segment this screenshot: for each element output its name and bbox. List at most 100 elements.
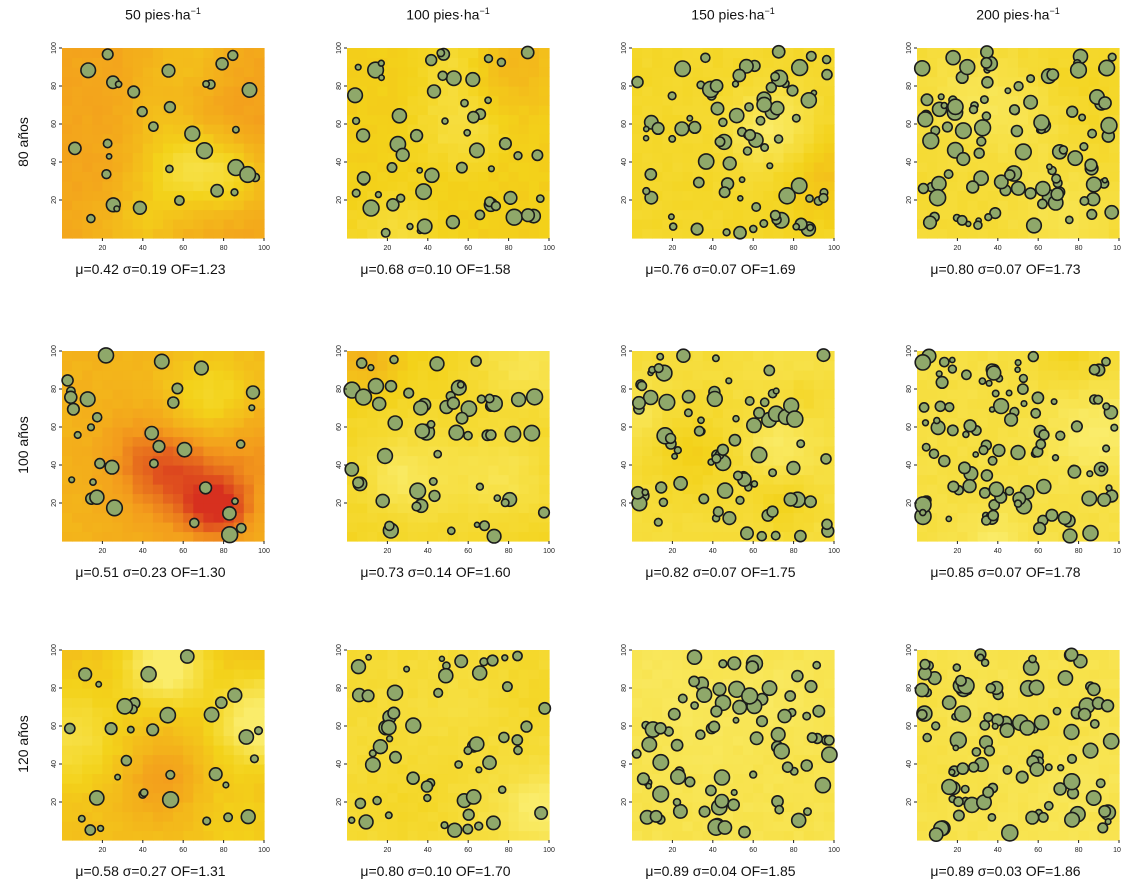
field-cell	[62, 446, 73, 457]
field-cell	[508, 114, 520, 125]
field-cell	[122, 351, 134, 362]
tree-point	[463, 430, 473, 441]
field-cell	[987, 522, 999, 533]
field-cell	[112, 209, 124, 220]
field-cell	[1108, 512, 1120, 523]
field-cell	[458, 360, 469, 371]
tree-point	[202, 79, 211, 88]
field-cell	[357, 200, 368, 211]
field-cell	[397, 427, 409, 438]
field-cell	[213, 389, 225, 400]
field-cell	[183, 436, 194, 447]
field-cell	[142, 697, 154, 708]
tree-point	[920, 93, 934, 107]
field-cell	[508, 688, 520, 699]
field-cell	[427, 764, 439, 775]
tree-point	[816, 348, 831, 363]
field-cell	[367, 726, 378, 737]
field-cell	[152, 512, 164, 523]
field-cell	[987, 190, 999, 201]
field-cell	[773, 57, 785, 68]
field-cell	[967, 503, 979, 514]
field-cell	[152, 716, 164, 727]
tree-point	[105, 499, 124, 517]
field-cell	[488, 474, 500, 485]
field-cell	[813, 484, 825, 495]
field-cell	[173, 503, 184, 514]
field-cell	[407, 48, 419, 59]
field-cell	[468, 228, 479, 239]
y-tick-label: 100	[621, 42, 628, 54]
field-cell	[1048, 522, 1059, 533]
field-cell	[112, 783, 124, 794]
field-cell	[1108, 465, 1120, 476]
field-cell	[1098, 209, 1110, 220]
field-cell	[243, 133, 255, 144]
field-cell	[437, 124, 449, 135]
field-cell	[1007, 436, 1019, 447]
field-cell	[508, 408, 520, 419]
field-cell	[427, 669, 439, 680]
field-cell	[112, 427, 124, 438]
tree-point	[355, 357, 368, 369]
field-cell	[122, 522, 134, 533]
field-cell	[183, 764, 194, 775]
field-cell	[528, 408, 540, 419]
field-cell	[947, 408, 958, 419]
field-cell	[112, 171, 124, 182]
field-cell	[407, 427, 419, 438]
field-cell	[1028, 427, 1039, 438]
field-cell	[672, 95, 684, 106]
field-cell	[183, 821, 194, 832]
tree-point	[709, 79, 724, 93]
field-cell	[142, 133, 154, 144]
field-cell	[427, 190, 439, 201]
field-cell	[223, 707, 235, 718]
field-cell	[682, 209, 694, 220]
field-cell	[917, 446, 928, 457]
field-cell	[937, 219, 948, 230]
field-cell	[387, 436, 399, 447]
field-cell	[682, 200, 694, 211]
field-cell	[407, 379, 419, 390]
map-panel: 20 40 60 80 100 20 40 60 80 100 μ=0.51 σ=0.23 OF=1…	[28, 343, 273, 583]
tree-point	[1010, 444, 1026, 461]
field-cell	[437, 531, 449, 542]
x-tick-label: 60	[179, 245, 187, 252]
field-cell	[407, 650, 419, 661]
field-cell	[72, 86, 83, 97]
field-cell	[173, 735, 184, 746]
field-cell	[1108, 503, 1120, 514]
x-tick-label: 60	[1034, 245, 1042, 252]
field-cell	[743, 48, 754, 59]
field-cell	[102, 773, 114, 784]
field-cell	[427, 133, 439, 144]
field-cell	[1007, 389, 1019, 400]
field-cell	[152, 370, 164, 381]
tree-point	[423, 793, 432, 803]
field-cell	[733, 522, 744, 533]
field-cell	[793, 228, 805, 239]
field-cell	[458, 351, 469, 362]
field-cell	[243, 512, 255, 523]
field-cell	[407, 398, 419, 409]
field-cell	[357, 830, 368, 841]
field-cell	[672, 370, 684, 381]
x-tick-label: 60	[464, 548, 472, 555]
field-cell	[712, 417, 724, 428]
field-cell	[417, 360, 429, 371]
tree-point	[374, 190, 383, 199]
field-cell	[672, 503, 684, 514]
field-cell	[377, 351, 388, 362]
field-cell	[478, 745, 489, 756]
field-cell	[538, 659, 550, 670]
field-cell	[122, 427, 134, 438]
field-cell	[538, 436, 550, 447]
field-cell	[347, 105, 358, 116]
field-cell	[132, 503, 144, 514]
field-cell	[672, 209, 684, 220]
field-cell	[917, 105, 928, 116]
field-cell	[132, 512, 144, 523]
field-cell	[672, 143, 684, 154]
